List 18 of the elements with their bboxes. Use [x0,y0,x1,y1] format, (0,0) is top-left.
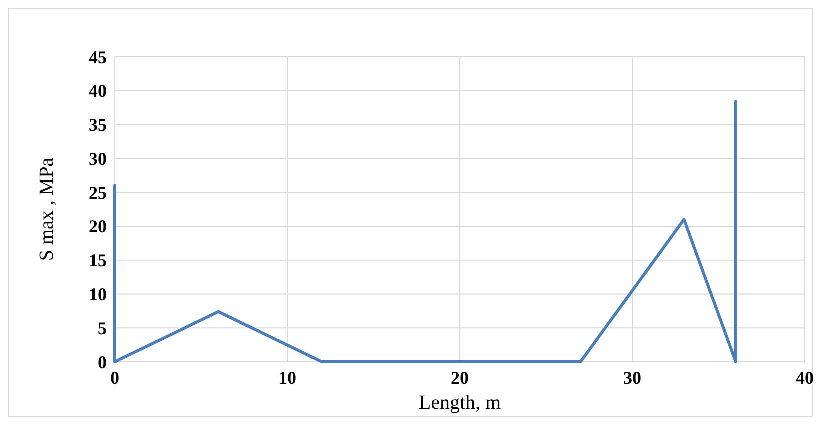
x-tick-label: 40 [796,368,814,388]
x-tick-label: 30 [624,368,642,388]
y-tick-label: 20 [89,216,107,237]
x-tick-label: 10 [278,368,296,388]
x-tick-label: 20 [451,368,469,388]
y-tick-label: 25 [89,182,107,203]
y-tick-label: 45 [89,47,107,68]
y-tick-label: 40 [89,81,107,102]
y-axis-title: S max , MPa [36,158,58,262]
y-tick-label: 10 [89,284,107,305]
line-series [114,100,738,364]
y-tick-label: 5 [98,318,107,338]
x-axis-title: Length, m [418,392,502,414]
y-tick-label: 35 [89,115,107,136]
y-tick-label: 30 [89,148,107,169]
y-tick-label: 15 [89,250,107,271]
x-tick-label: 0 [110,368,120,388]
y-tick-label: 0 [98,352,107,372]
